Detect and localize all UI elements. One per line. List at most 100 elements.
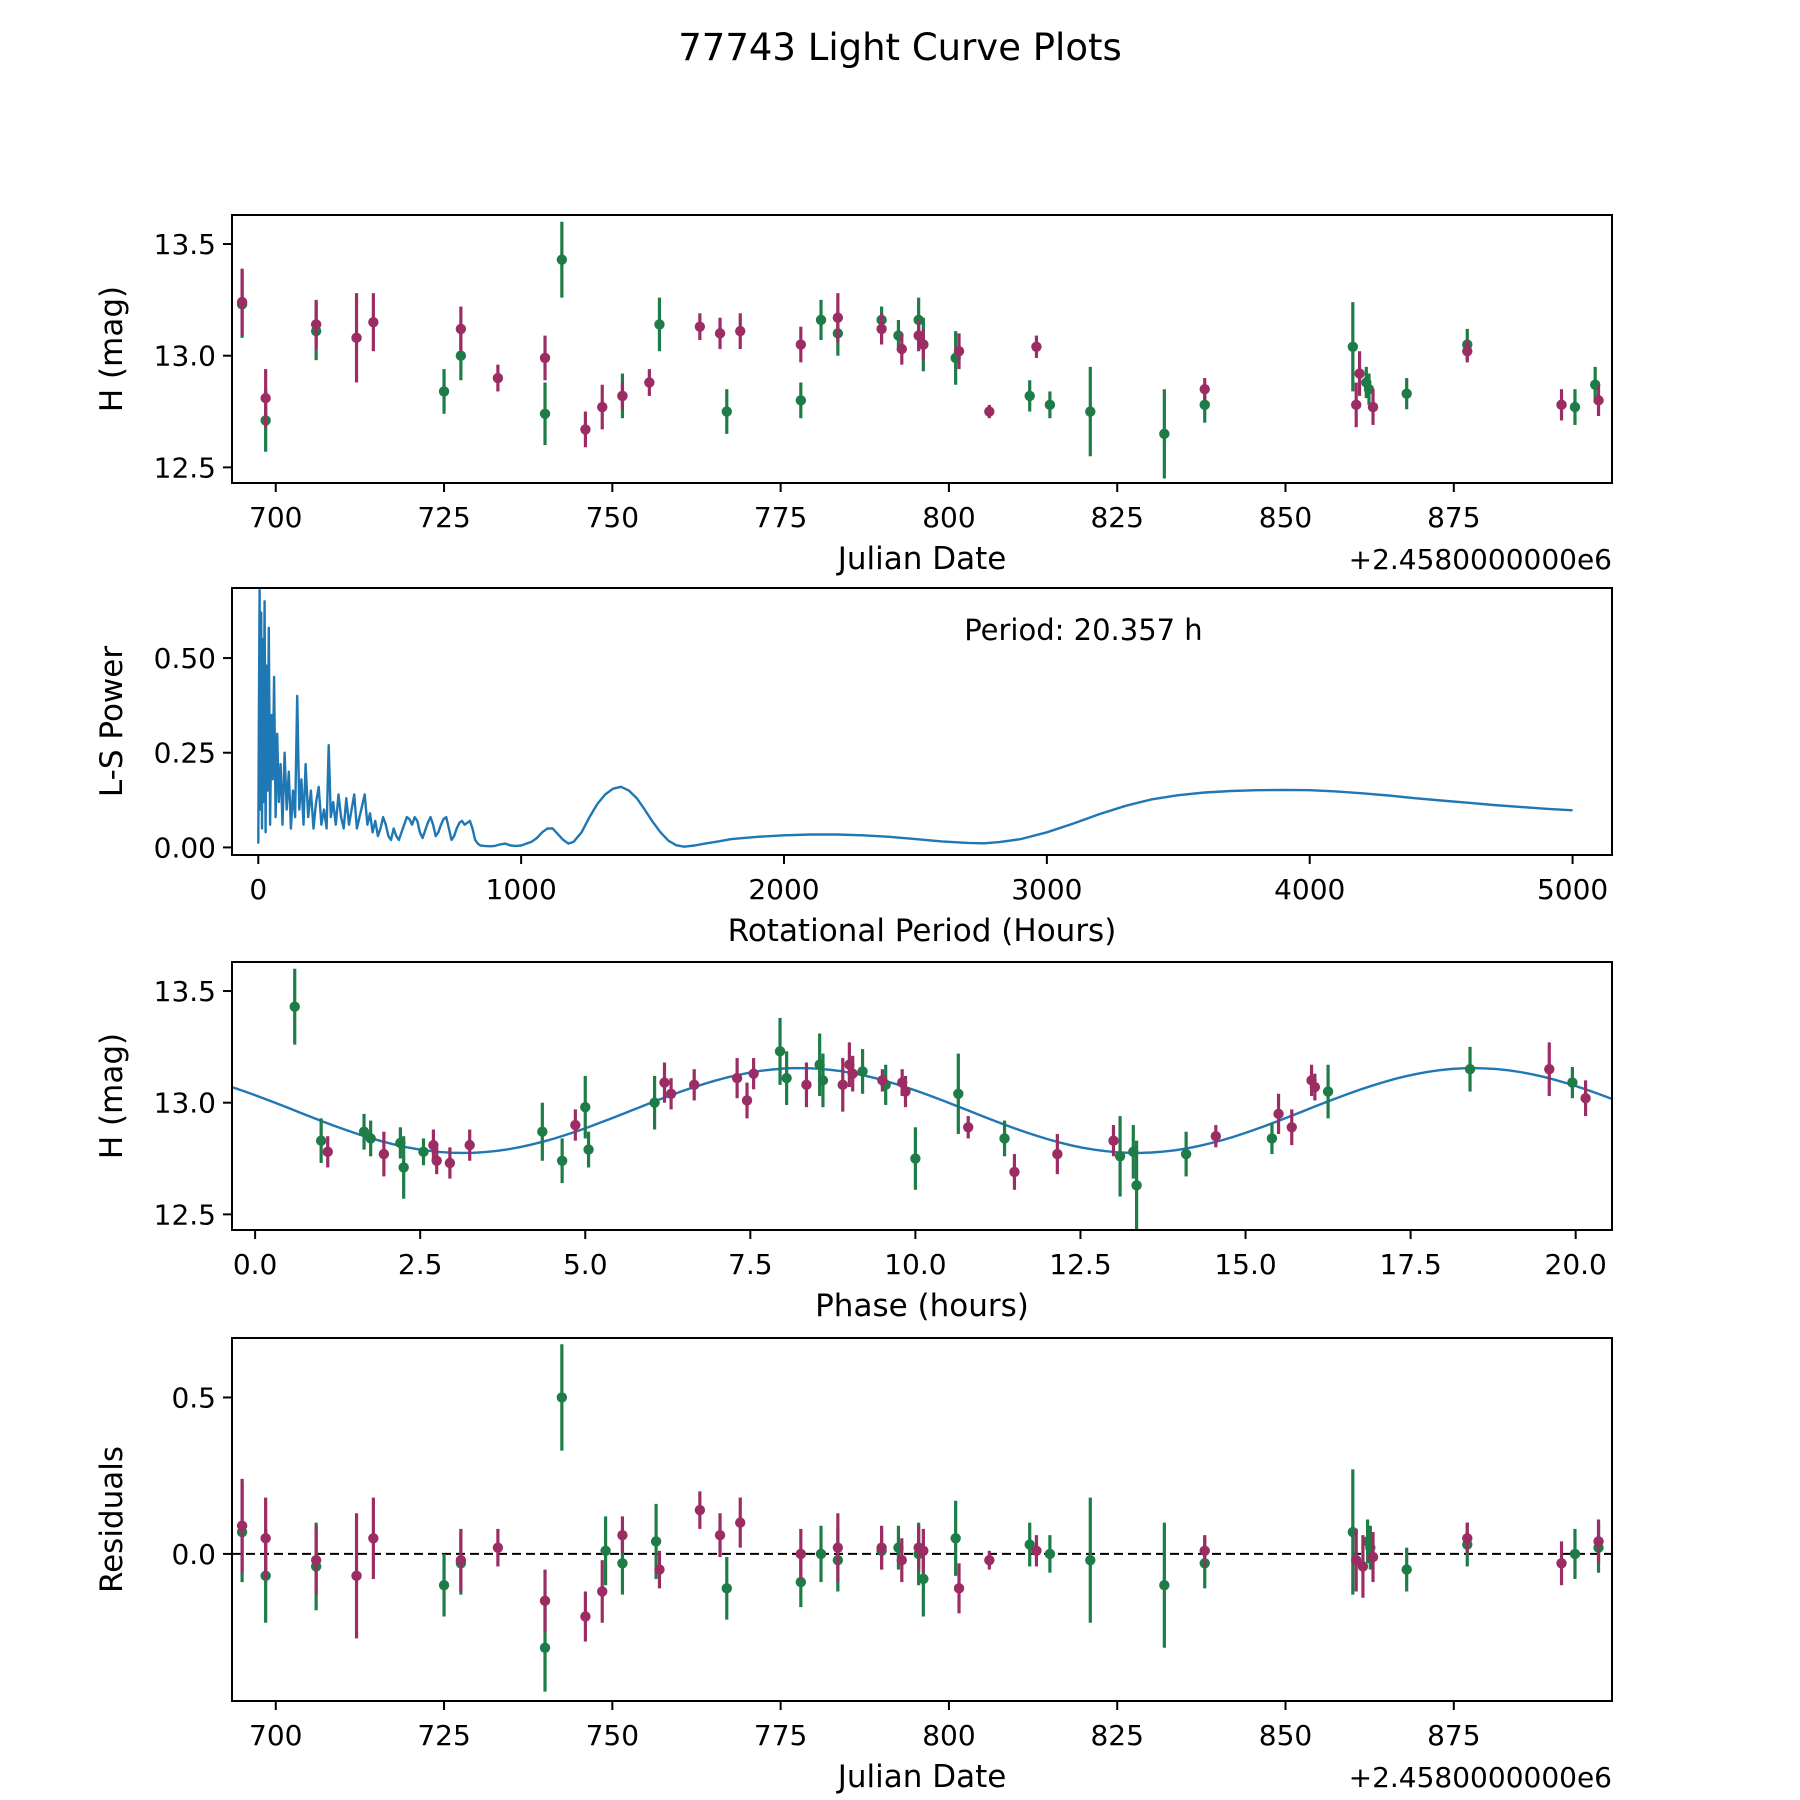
y-tick-label: 0.0 bbox=[171, 1538, 216, 1571]
x-tick-label: 750 bbox=[586, 501, 639, 534]
data-point bbox=[322, 1146, 333, 1158]
data-point bbox=[570, 1119, 581, 1131]
y-tick-label: 13.5 bbox=[154, 228, 216, 261]
obs-purple-series bbox=[322, 1042, 1591, 1190]
data-point bbox=[714, 1529, 726, 1541]
data-point bbox=[984, 406, 995, 417]
lightcurve-jd-plot: 700 725 750 775 800 825 850 875 12.5 13.0 13.5 Juli… bbox=[94, 214, 1613, 577]
data-point bbox=[617, 1529, 628, 1541]
figure-title: 77743 Light Curve Plots bbox=[678, 26, 1122, 69]
data-point bbox=[1367, 1551, 1379, 1563]
y-axis-label: H (mag) bbox=[94, 286, 130, 412]
data-point bbox=[781, 1072, 792, 1084]
data-point bbox=[378, 1148, 390, 1160]
periodogram-plot-area bbox=[257, 588, 1573, 848]
data-point bbox=[600, 1545, 611, 1556]
res-purple-series bbox=[236, 1478, 1604, 1642]
data-point bbox=[368, 1533, 379, 1544]
x-tick-label: 0 bbox=[249, 873, 267, 906]
data-point bbox=[1401, 1564, 1412, 1575]
ls-power-curve-line bbox=[257, 588, 1573, 848]
data-point bbox=[1569, 401, 1581, 413]
data-point bbox=[351, 1570, 362, 1582]
data-point bbox=[597, 1586, 608, 1597]
x-axis-offset-text: +2.4580000000e6 bbox=[1349, 1761, 1612, 1794]
data-point bbox=[580, 424, 591, 435]
data-point bbox=[659, 1077, 670, 1088]
data-point bbox=[539, 352, 551, 364]
data-point bbox=[689, 1079, 700, 1091]
data-point bbox=[464, 1139, 475, 1151]
x-tick-label: 2000 bbox=[748, 873, 819, 906]
y-tick-label: 13.0 bbox=[154, 340, 216, 373]
data-point bbox=[1108, 1135, 1119, 1146]
x-tick-label: 875 bbox=[1427, 1719, 1480, 1752]
x-tick-label: 775 bbox=[754, 501, 807, 534]
data-point bbox=[1159, 428, 1170, 440]
data-point bbox=[644, 377, 655, 388]
data-point bbox=[368, 317, 379, 328]
data-point bbox=[649, 1097, 660, 1108]
x-tick-label: 875 bbox=[1427, 501, 1480, 534]
data-point bbox=[1593, 1536, 1604, 1547]
data-point bbox=[694, 321, 706, 332]
data-point bbox=[310, 319, 322, 330]
x-tick-label: 7.5 bbox=[728, 1248, 773, 1281]
data-point bbox=[1085, 406, 1096, 417]
data-point bbox=[1044, 1548, 1056, 1560]
data-point bbox=[537, 1126, 548, 1137]
y-tick-label: 0.00 bbox=[154, 831, 216, 864]
data-point bbox=[1350, 1554, 1362, 1566]
phased-lightcurve-plot: 0.0 2.5 5.0 7.5 10.0 12.5 15.0 17.5 20.0 12.5 13.0… bbox=[94, 961, 1613, 1324]
data-point bbox=[556, 1392, 568, 1403]
data-point bbox=[455, 1554, 467, 1566]
data-point bbox=[714, 328, 726, 339]
data-point bbox=[455, 323, 467, 335]
data-point bbox=[315, 1135, 327, 1146]
residuals-jd-plot: 700 725 750 775 800 825 850 875 0.0 0.5 Julian Dat… bbox=[94, 1337, 1613, 1795]
data-point bbox=[1367, 401, 1379, 413]
data-point bbox=[837, 1079, 848, 1091]
data-point bbox=[556, 254, 568, 265]
phased-lightcurve-plot-area bbox=[232, 968, 1612, 1230]
data-point bbox=[1052, 1148, 1063, 1160]
x-tick-label: 700 bbox=[249, 1719, 302, 1752]
data-point bbox=[1567, 1077, 1578, 1088]
data-point bbox=[1044, 399, 1056, 411]
x-tick-label: 700 bbox=[249, 501, 302, 534]
data-point bbox=[1286, 1122, 1297, 1133]
y-axis-label: H (mag) bbox=[94, 1033, 130, 1159]
data-point bbox=[1266, 1133, 1278, 1144]
x-tick-label: 10.0 bbox=[884, 1248, 946, 1281]
data-point bbox=[832, 312, 844, 323]
data-point bbox=[832, 1542, 844, 1553]
data-point bbox=[913, 330, 924, 341]
data-point bbox=[431, 1155, 442, 1166]
x-tick-label: 825 bbox=[1090, 1719, 1143, 1752]
data-point bbox=[365, 1133, 376, 1144]
data-point bbox=[694, 1504, 706, 1516]
data-point bbox=[1593, 395, 1604, 406]
data-point bbox=[1347, 341, 1359, 352]
data-point bbox=[741, 1095, 753, 1106]
data-point bbox=[492, 1542, 504, 1553]
data-point bbox=[260, 1533, 271, 1544]
x-tick-label: 4000 bbox=[1274, 873, 1345, 906]
data-point bbox=[774, 1046, 786, 1057]
data-point bbox=[617, 1558, 628, 1569]
data-point bbox=[1556, 1558, 1567, 1569]
data-point bbox=[539, 1595, 551, 1607]
data-point bbox=[351, 332, 362, 344]
data-point bbox=[999, 1133, 1010, 1144]
data-point bbox=[1031, 1545, 1042, 1556]
data-point bbox=[1322, 1086, 1334, 1097]
data-point bbox=[580, 1101, 591, 1113]
data-point bbox=[876, 323, 887, 335]
data-point bbox=[1180, 1148, 1192, 1160]
data-point bbox=[438, 1580, 450, 1591]
data-point bbox=[1024, 1539, 1035, 1550]
data-point bbox=[1309, 1081, 1321, 1093]
sinusoid-fit-line bbox=[232, 1066, 1612, 1155]
